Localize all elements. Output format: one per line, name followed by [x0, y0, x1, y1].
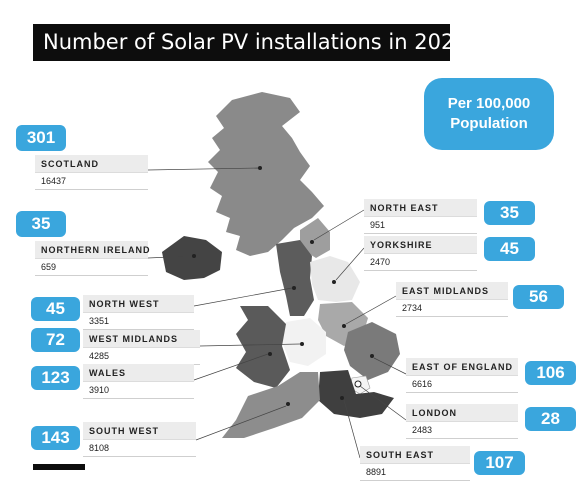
label-yorkshire-name: YORKSHIRE — [364, 236, 477, 254]
badge-north-west: 45 — [31, 297, 80, 321]
map-region-east-of-england — [344, 322, 400, 380]
label-west-midlands: WEST MIDLANDS 4285 — [83, 330, 200, 365]
label-scotland-count: 16437 — [35, 173, 148, 190]
map-dot-london — [354, 380, 362, 388]
badge-south-west: 143 — [31, 426, 80, 450]
map-region-west-midlands — [282, 318, 326, 366]
map-region-south-east — [318, 370, 394, 418]
label-south-east: SOUTH EAST 8891 — [360, 446, 470, 481]
badge-scotland: 301 — [16, 125, 66, 151]
label-south-west-name: SOUTH WEST — [83, 422, 196, 440]
legend-line-1: Per 100,000 — [447, 95, 531, 112]
label-yorkshire: YORKSHIRE 2470 — [364, 236, 477, 271]
label-east-of-england: EAST OF ENGLAND 6616 — [406, 358, 518, 393]
map-dot-scotland — [258, 166, 262, 170]
label-north-east-count: 951 — [364, 217, 477, 234]
label-northern-ireland: NORTHERN IRELAND 659 — [35, 241, 150, 276]
page-title: Number of Solar PV installations in 2021 — [33, 24, 468, 61]
label-north-east: NORTH EAST 951 — [364, 199, 477, 234]
label-northern-ireland-count: 659 — [35, 259, 148, 276]
label-west-midlands-count: 4285 — [83, 348, 200, 365]
badge-northern-ireland: 35 — [16, 211, 66, 237]
map-dot-north-east — [310, 240, 314, 244]
label-south-west: SOUTH WEST 8108 — [83, 422, 196, 457]
uk-map — [147, 92, 407, 459]
map-region-wales — [236, 306, 290, 388]
map-dot-west-midlands — [300, 342, 304, 346]
label-south-east-count: 8891 — [360, 464, 470, 481]
label-east-midlands-count: 2734 — [396, 300, 508, 317]
map-dot-northern-ireland — [192, 254, 196, 258]
map-dot-east-of-england — [370, 354, 374, 358]
label-yorkshire-count: 2470 — [364, 254, 477, 271]
badge-east-of-england: 106 — [525, 361, 576, 385]
label-wales: WALES 3910 — [83, 364, 194, 399]
per-100k-legend: Per 100,000 Population — [424, 78, 554, 150]
label-east-midlands-name: EAST MIDLANDS — [396, 282, 508, 300]
map-region-scotland — [208, 92, 324, 256]
label-north-west-count: 3351 — [83, 313, 194, 330]
map-region-northern-ireland — [162, 236, 222, 280]
badge-london: 28 — [525, 407, 576, 431]
label-london-name: LONDON — [406, 404, 518, 422]
label-london-count: 2483 — [406, 422, 518, 439]
badge-west-midlands: 72 — [31, 328, 80, 352]
badge-east-midlands: 56 — [513, 285, 564, 309]
map-dots — [192, 166, 374, 406]
badge-wales: 123 — [31, 366, 80, 390]
label-northern-ireland-name: NORTHERN IRELAND — [35, 241, 150, 259]
label-north-west-name: NORTH WEST — [83, 295, 194, 313]
label-wales-name: WALES — [83, 364, 194, 382]
label-west-midlands-name: WEST MIDLANDS — [83, 330, 200, 348]
map-dot-yorkshire — [332, 280, 336, 284]
label-wales-count: 3910 — [83, 382, 194, 399]
label-scotland: SCOTLAND 16437 — [35, 155, 148, 190]
map-dot-south-west — [286, 402, 290, 406]
label-scotland-name: SCOTLAND — [35, 155, 148, 173]
label-east-of-england-count: 6616 — [406, 376, 518, 393]
badge-south-east: 107 — [474, 451, 525, 475]
map-dot-wales — [268, 352, 272, 356]
leader-lines — [147, 167, 407, 459]
legend-line-2: Population — [450, 115, 528, 132]
map-region-north-east — [300, 218, 330, 258]
label-south-east-name: SOUTH EAST — [360, 446, 470, 464]
label-east-of-england-name: EAST OF ENGLAND — [406, 358, 518, 376]
label-north-west: NORTH WEST 3351 — [83, 295, 194, 330]
label-london: LONDON 2483 — [406, 404, 518, 439]
badge-north-east: 35 — [484, 201, 535, 225]
map-region-south-west — [222, 372, 320, 438]
label-north-east-name: NORTH EAST — [364, 199, 477, 217]
label-south-west-count: 8108 — [83, 440, 196, 457]
map-dot-east-midlands — [342, 324, 346, 328]
map-region-north-west — [276, 240, 314, 316]
footer-logo-mark — [33, 464, 85, 470]
map-dot-north-west — [292, 286, 296, 290]
badge-yorkshire: 45 — [484, 237, 535, 261]
label-east-midlands: EAST MIDLANDS 2734 — [396, 282, 508, 317]
map-region-yorkshire — [310, 256, 360, 302]
map-dot-south-east — [340, 396, 344, 400]
